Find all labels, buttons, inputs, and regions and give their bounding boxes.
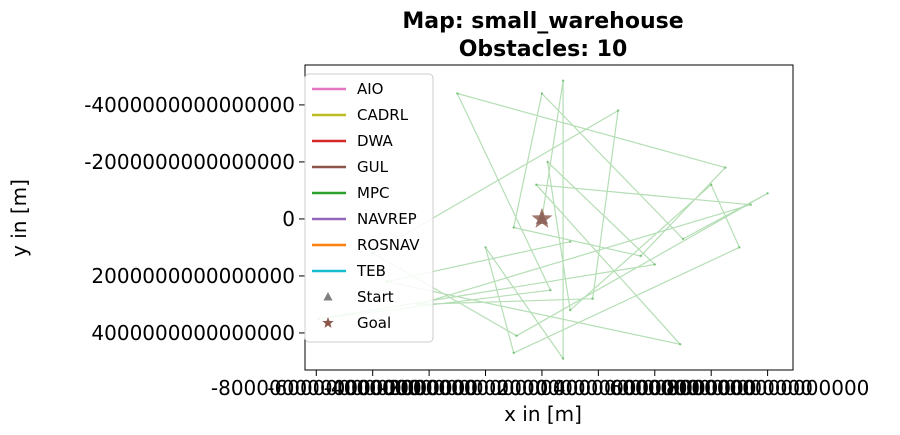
legend-label: NAVREP bbox=[357, 210, 417, 228]
x-axis-label: x in [m] bbox=[504, 402, 582, 426]
legend-label: MPC bbox=[357, 184, 389, 202]
y-tick-label: 4000000000000000 bbox=[91, 321, 295, 345]
legend-swatch-goal bbox=[322, 317, 334, 328]
x-tick-label: -6000000000000000 bbox=[267, 376, 478, 400]
series-point bbox=[515, 334, 518, 337]
x-tick-label: 8000000000000000 bbox=[666, 376, 870, 400]
x-tick-label: 2000000000000000 bbox=[497, 376, 701, 400]
y-tick-label: -4000000000000000 bbox=[84, 93, 295, 117]
legend-label: ROSNAV bbox=[357, 236, 420, 254]
legend-label: AIO bbox=[357, 80, 384, 98]
series-point bbox=[591, 297, 594, 300]
x-axis-ticks: -8000000000000000-6000000000000000-40000… bbox=[211, 370, 870, 400]
series-point bbox=[616, 109, 620, 112]
series-point bbox=[546, 160, 549, 164]
x-tick-label: -2000000000000000 bbox=[380, 376, 591, 400]
marker-layer bbox=[531, 207, 553, 228]
series-point bbox=[710, 183, 713, 186]
series-point bbox=[749, 203, 752, 206]
series-point bbox=[639, 254, 642, 258]
y-tick-label: -2000000000000000 bbox=[84, 150, 295, 174]
series-point bbox=[540, 92, 544, 95]
series-point bbox=[561, 357, 565, 360]
goal-marker bbox=[531, 207, 553, 228]
series-point bbox=[569, 308, 572, 312]
series-point bbox=[738, 246, 741, 249]
legend-label: TEB bbox=[356, 262, 386, 280]
legend-swatch-start bbox=[323, 292, 333, 301]
series-point bbox=[766, 192, 769, 195]
series-point bbox=[653, 263, 656, 266]
legend-label: DWA bbox=[357, 132, 394, 150]
legend-label: Start bbox=[357, 288, 394, 306]
x-tick-label: 4000000000000000 bbox=[553, 376, 757, 400]
y-tick-label: 2000000000000000 bbox=[91, 264, 295, 288]
x-tick-label: -8000000000000000 bbox=[211, 376, 422, 400]
x-tick-label: -4000000000000000 bbox=[324, 376, 535, 400]
series-point bbox=[569, 240, 572, 243]
x-tick-label: 0 bbox=[536, 376, 549, 400]
legend-label: CADRL bbox=[357, 106, 409, 124]
series-point bbox=[549, 289, 552, 292]
series-point bbox=[679, 343, 682, 346]
series-point bbox=[456, 92, 459, 95]
series-point bbox=[512, 226, 515, 229]
legend-items: AIO CADRL DWA GUL MPC NAVREP ROSNAV TEB Start Goa… bbox=[312, 80, 420, 332]
legend-label: Goal bbox=[357, 314, 391, 332]
chart-title: Map: small_warehouse bbox=[402, 9, 683, 34]
series-point bbox=[484, 246, 487, 249]
legend-label: GUL bbox=[357, 158, 389, 176]
chart-subtitle: Obstacles: 10 bbox=[459, 37, 628, 62]
y-axis-label: y in [m] bbox=[7, 179, 31, 257]
series-point bbox=[681, 237, 685, 241]
y-axis-ticks: -4000000000000000 -2000000000000000 0 20000… bbox=[84, 93, 305, 345]
x-tick-label: 6000000000000000 bbox=[609, 376, 813, 400]
series-point bbox=[724, 166, 727, 169]
series-point bbox=[535, 183, 538, 186]
y-tick-label: 0 bbox=[282, 207, 295, 231]
series-point bbox=[512, 351, 515, 355]
legend: AIO CADRL DWA GUL MPC NAVREP ROSNAV TEB Start Goa… bbox=[304, 73, 434, 343]
series-point bbox=[561, 79, 565, 82]
